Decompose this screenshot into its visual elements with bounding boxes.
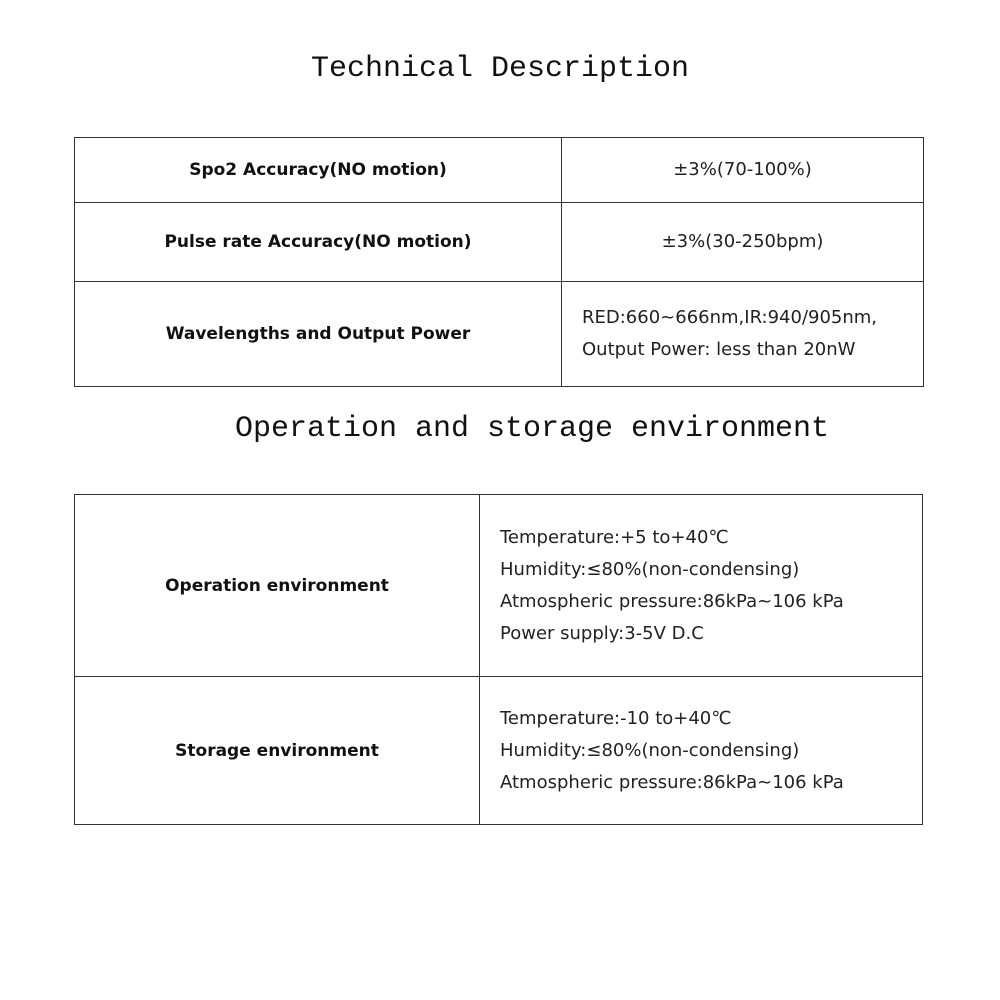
- env-value-line: Power supply:3-5V D.C: [500, 622, 704, 644]
- env-value-line: Atmospheric pressure:86kPa~106 kPa: [500, 771, 844, 793]
- env-value-line: Humidity:≤80%(non-condensing): [500, 558, 800, 580]
- env-value: Temperature:+5 to+40℃ Humidity:≤80%(non-…: [479, 494, 923, 677]
- table-row: Spo2 Accuracy(NO motion) ±3%(70-100%): [74, 137, 924, 203]
- spec-value-line: Output Power: less than 20nW: [582, 339, 856, 360]
- spec-value-line: ±3%(30-250bpm): [661, 231, 824, 252]
- spec-value: RED:660~666nm,IR:940/905nm, Output Power…: [561, 281, 924, 387]
- environment-title: Operation and storage environment: [234, 412, 830, 446]
- environment-table: Operation environment Temperature:+5 to+…: [74, 494, 923, 825]
- spec-value: ±3%(70-100%): [561, 137, 924, 203]
- spec-value: ±3%(30-250bpm): [561, 202, 924, 282]
- table-row: Pulse rate Accuracy(NO motion) ±3%(30-25…: [74, 202, 924, 282]
- spec-value-line: RED:660~666nm,IR:940/905nm,: [582, 307, 878, 328]
- env-value-line: Atmospheric pressure:86kPa~106 kPa: [500, 590, 844, 612]
- env-label: Operation environment: [74, 494, 480, 677]
- table-row: Wavelengths and Output Power RED:660~666…: [74, 281, 924, 387]
- env-value-line: Temperature:+5 to+40℃: [500, 526, 729, 548]
- spec-value-line: ±3%(70-100%): [673, 159, 812, 180]
- technical-table: Spo2 Accuracy(NO motion) ±3%(70-100%) Pu…: [74, 137, 924, 387]
- technical-description-title: Technical Description: [310, 52, 690, 86]
- spec-label: Wavelengths and Output Power: [74, 281, 562, 387]
- table-row: Operation environment Temperature:+5 to+…: [74, 494, 923, 677]
- env-value-line: Humidity:≤80%(non-condensing): [500, 739, 800, 761]
- env-value-line: Temperature:-10 to+40℃: [500, 707, 732, 729]
- spec-label: Spo2 Accuracy(NO motion): [74, 137, 562, 203]
- env-value: Temperature:-10 to+40℃ Humidity:≤80%(non…: [479, 676, 923, 825]
- env-label: Storage environment: [74, 676, 480, 825]
- spec-label: Pulse rate Accuracy(NO motion): [74, 202, 562, 282]
- table-row: Storage environment Temperature:-10 to+4…: [74, 676, 923, 825]
